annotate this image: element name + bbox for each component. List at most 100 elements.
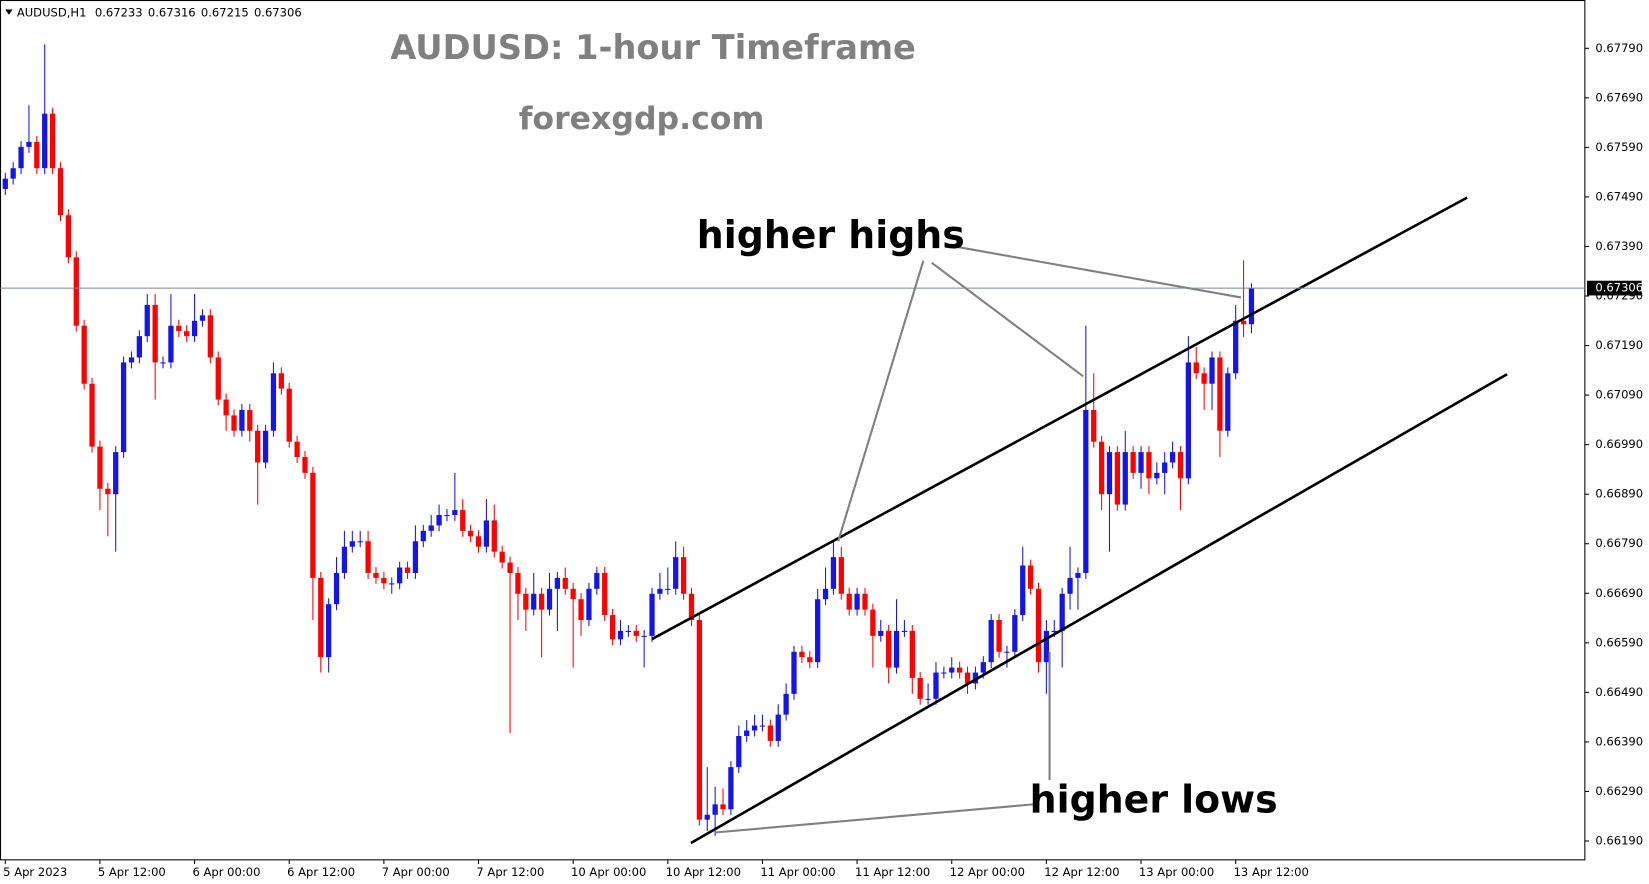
candle-body [688,593,695,621]
candle-body [499,551,505,563]
candle-body [420,530,426,542]
annotation-pointers [715,244,1242,834]
price-label: 0.67306 [1595,281,1643,295]
candle-body [886,630,892,668]
candle-body [207,315,213,358]
candle-body [901,630,908,632]
candle-body [996,620,1002,652]
candle-body [815,599,821,663]
candle-body [988,620,994,663]
candle-body [412,541,419,573]
candle-body [633,630,639,636]
y-tick-label: 0.67790 [1595,41,1643,55]
header-close: 0.67306 [254,5,302,19]
candle-body [846,593,852,610]
header-high: 0.67316 [148,5,196,19]
candle-body [57,168,64,216]
candle-body [89,383,95,447]
candle-body [1027,565,1034,589]
candle-body [854,593,860,610]
x-tick-label: 11 Apr 12:00 [855,865,930,879]
candle-body [49,113,56,169]
candle-body [444,514,450,517]
candle-body [1162,462,1168,473]
candle-body [728,767,734,810]
candle-body [822,588,829,600]
candle-body [744,730,750,736]
candle-body [1059,593,1065,631]
candle-body [113,452,119,495]
y-tick-label: 0.67390 [1595,239,1643,253]
candle-body [302,457,308,473]
candle-body [286,388,292,442]
candle-body [2,178,8,190]
x-tick-label: 12 Apr 00:00 [950,865,1025,879]
candle-body [1051,630,1057,632]
header: AUDUSD,H1 0.67233 0.67316 0.67215 0.67306 [17,5,302,19]
candle-body [1020,565,1026,616]
candle-body [1075,572,1081,578]
candle-body [878,630,884,636]
candle-body [349,541,355,547]
header-open: 0.67233 [95,5,143,19]
candle-body [128,357,135,363]
chart-subtitle: forexgdp.com [519,101,765,137]
pointer-line [715,803,1036,834]
candle-body [546,588,553,610]
candle-body [1122,452,1128,505]
candle-body [397,567,403,584]
candle-body [1114,452,1121,505]
candle-body [452,510,458,515]
pointer-line [951,244,1242,299]
candle-body [184,331,190,337]
candle-body [1106,452,1113,495]
candle-body [617,630,624,640]
candle-body [972,672,979,684]
candle-body [310,472,316,578]
candle-body [176,325,182,332]
candle-body [491,520,497,552]
candle-body [247,409,253,431]
candle-body [830,557,837,589]
candle-body [736,735,742,768]
candle-body [1169,452,1176,463]
x-tick-label: 13 Apr 00:00 [1139,865,1214,879]
pointer-line [931,261,1084,378]
candle-body [870,609,876,636]
y-tick-label: 0.66290 [1595,784,1643,798]
candle-body [1083,409,1089,573]
candle-body [389,583,395,585]
candle-body [538,593,545,610]
candle-body [609,615,616,640]
candle-body [1098,441,1105,495]
y-tick-label: 0.67690 [1595,90,1643,104]
candle-body [404,567,411,573]
candle-body [1004,651,1010,653]
candle-body [65,215,72,258]
candle-body [483,520,490,547]
symbol: AUDUSD,H1 [17,5,87,19]
candle-body [97,446,103,489]
x-tick-label: 10 Apr 00:00 [571,865,646,879]
candle-body [680,557,687,594]
candle-body [1185,362,1191,479]
candle-body [428,525,434,531]
candle-body [152,304,158,363]
candle-body [1209,357,1215,384]
candle-body [909,630,915,678]
y-tick-label: 0.67490 [1595,189,1643,203]
candle-body [696,620,702,820]
candle-body [1012,615,1018,652]
y-tick-label: 0.66890 [1595,487,1643,501]
candle-body [105,488,111,495]
candle-body [807,657,813,663]
price-label-box [1586,280,1642,296]
candle-body [1240,320,1247,325]
pointer-line [837,260,925,542]
candle-body [191,320,198,337]
candle-body [925,698,931,700]
candle-body [562,577,568,589]
candle-body [1091,409,1097,442]
candle-body [215,357,221,400]
